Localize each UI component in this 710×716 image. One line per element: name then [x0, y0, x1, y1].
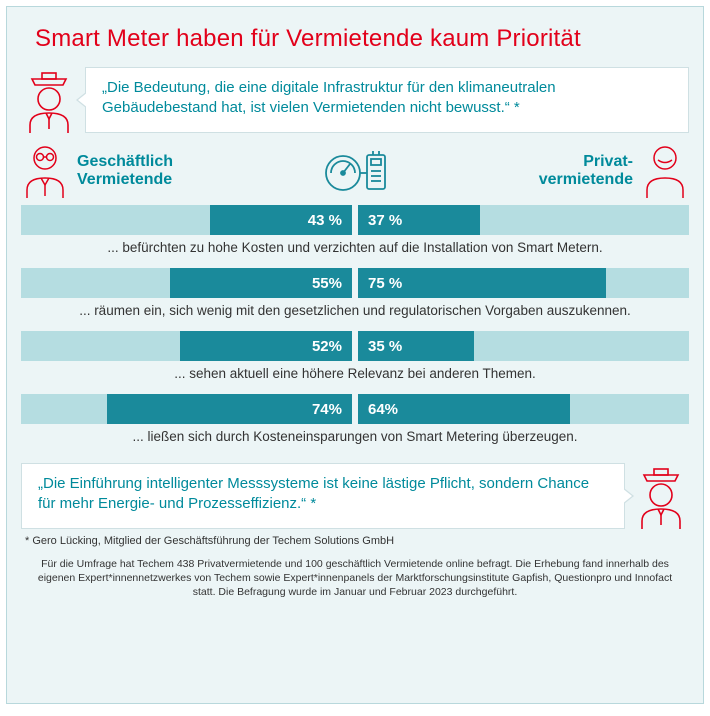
bar-group: 74% 64% ... ließen sich durch Kosteneins… — [21, 394, 689, 453]
bar-left-label: 74% — [302, 394, 352, 424]
bar-group: 43 % 37 % ... befürchten zu hohe Kosten … — [21, 205, 689, 264]
bar-group: 52% 35 % ... sehen aktuell eine höhere R… — [21, 331, 689, 390]
main-title: Smart Meter haben für Vermietende kaum P… — [7, 7, 703, 67]
bar-right-label: 64% — [358, 394, 408, 424]
legend-right-label: Privat- vermietende — [539, 153, 633, 190]
quote-top-row: „Die Bedeutung, die eine digitale Infras… — [21, 67, 689, 133]
quote-top-text: „Die Bedeutung, die eine digitale Infras… — [102, 79, 556, 116]
bar-left-label: 52% — [302, 331, 352, 361]
bar-left-label: 43 % — [298, 205, 352, 235]
bar-right: 75 % — [358, 268, 689, 298]
expert-persona-icon — [633, 463, 689, 529]
quote-bottom-bubble: „Die Einführung intelligenter Messsystem… — [21, 463, 625, 529]
bar-row: 74% 64% — [21, 394, 689, 424]
legend-left: Geschäftlich Vermietende — [21, 140, 318, 203]
bar-caption: ... räumen ein, sich wenig mit den geset… — [21, 298, 689, 327]
bar-right: 37 % — [358, 205, 689, 235]
bar-left-label: 55% — [302, 268, 352, 298]
legend-left-label: Geschäftlich Vermietende — [77, 153, 173, 190]
attribution: * Gero Lücking, Mitglied der Geschäftsfü… — [25, 535, 685, 547]
bar-caption: ... befürchten zu hohe Kosten und verzic… — [21, 235, 689, 264]
bar-row: 52% 35 % — [21, 331, 689, 361]
bar-group: 55% 75 % ... räumen ein, sich wenig mit … — [21, 268, 689, 327]
business-persona-icon — [21, 140, 69, 203]
bar-right-label: 75 % — [358, 268, 412, 298]
bar-left: 52% — [21, 331, 352, 361]
bar-chart: 43 % 37 % ... befürchten zu hohe Kosten … — [21, 205, 689, 453]
bar-row: 43 % 37 % — [21, 205, 689, 235]
bar-right-label: 37 % — [358, 205, 412, 235]
bar-caption: ... ließen sich durch Kosteneinsparungen… — [21, 424, 689, 453]
quote-bottom-text: „Die Einführung intelligenter Messsystem… — [38, 475, 589, 512]
bar-left: 55% — [21, 268, 352, 298]
expert-persona-icon — [21, 67, 77, 133]
quote-bottom-row: „Die Einführung intelligenter Messsystem… — [21, 463, 689, 529]
infographic-frame: Smart Meter haben für Vermietende kaum P… — [6, 6, 704, 704]
bar-right: 64% — [358, 394, 689, 424]
footnote: Für die Umfrage hat Techem 438 Privatver… — [37, 557, 673, 600]
bar-left: 43 % — [21, 205, 352, 235]
bar-right: 35 % — [358, 331, 689, 361]
legend-right: Privat- vermietende — [392, 140, 689, 203]
smart-meter-icon — [318, 147, 392, 195]
legend-row: Geschäftlich Vermietende — [21, 141, 689, 201]
quote-top-bubble: „Die Bedeutung, die eine digitale Infras… — [85, 67, 689, 133]
bar-right-label: 35 % — [358, 331, 412, 361]
private-persona-icon — [641, 140, 689, 203]
bar-row: 55% 75 % — [21, 268, 689, 298]
bar-left: 74% — [21, 394, 352, 424]
bar-caption: ... sehen aktuell eine höhere Relevanz b… — [21, 361, 689, 390]
